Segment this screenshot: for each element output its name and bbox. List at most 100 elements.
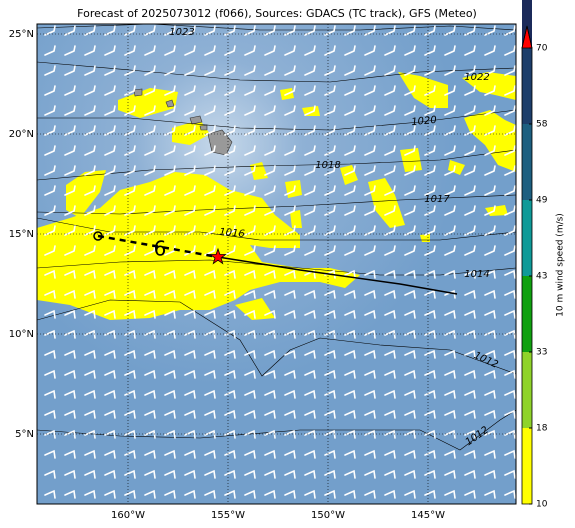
wind-barb: [44, 145, 56, 156]
wind-barb: [124, 349, 136, 359]
wind-barb: [484, 449, 496, 459]
wind-barb: [104, 409, 116, 419]
wind-barb: [504, 309, 516, 319]
colorbar-tick-label: 49: [536, 196, 548, 206]
wind-barb: [224, 309, 236, 319]
wind-barb: [184, 349, 196, 359]
wind-barb: [144, 429, 156, 439]
colorbar-tick-label: 58: [536, 120, 548, 130]
wind-barb: [164, 349, 176, 359]
wind-barb: [504, 225, 516, 236]
wind-barb: [44, 389, 56, 399]
wind-barb: [64, 389, 76, 399]
wind-barb: [344, 449, 356, 459]
wind-barb: [204, 429, 216, 439]
wind-barb: [364, 449, 376, 459]
wind-barb: [364, 349, 376, 359]
wind-barb: [344, 25, 356, 36]
wind-barb: [324, 289, 336, 299]
wind-barb: [464, 469, 476, 479]
wind-barb: [284, 225, 296, 236]
wind-barb: [124, 65, 136, 76]
wind-barb: [264, 125, 276, 136]
wind-barb: [364, 289, 376, 299]
lon-label: 150°W: [311, 510, 345, 521]
wind-barb: [504, 205, 516, 216]
wind-barb: [64, 45, 76, 56]
wind-barb: [184, 225, 196, 236]
wind-barb: [384, 185, 396, 196]
wind-barb: [404, 85, 416, 96]
wind-barb: [244, 309, 256, 319]
wind-barb: [144, 309, 156, 319]
wind-barb: [204, 145, 216, 156]
wind-barb: [204, 245, 216, 256]
wind-barb: [124, 245, 136, 256]
wind-barb: [344, 429, 356, 439]
wind-barb: [484, 429, 496, 439]
wind-barb: [284, 245, 296, 256]
lat-label: 15°N: [9, 229, 34, 240]
wind-barb: [224, 45, 236, 56]
wind-barb: [84, 45, 96, 56]
wind-barb: [264, 309, 276, 319]
wind-barb: [104, 369, 116, 379]
wind-barb: [444, 449, 456, 459]
wind-barb: [504, 45, 516, 56]
wind-barb: [284, 85, 296, 96]
wind-barb: [344, 185, 356, 196]
wind-barb: [404, 449, 416, 459]
wind-barb: [484, 289, 496, 299]
wind-barb: [284, 125, 296, 136]
map-frame: [36, 23, 517, 505]
colorbar-tick-label: 70: [536, 44, 548, 54]
wind-barb: [464, 125, 476, 136]
wind-barb: [504, 449, 516, 459]
wind-barb: [364, 309, 376, 319]
wind-barb: [304, 205, 316, 216]
wind-barb: [64, 145, 76, 156]
wind-barb: [404, 489, 416, 499]
wind-barb: [84, 145, 96, 156]
wind-barb: [504, 85, 516, 96]
wind-barb: [264, 349, 276, 359]
high-wind-areas: [37, 72, 516, 320]
wind-barb: [144, 85, 156, 96]
wind-barb: [184, 205, 196, 216]
wind-barb: [424, 469, 436, 479]
wind-barb: [104, 145, 116, 156]
wind-barb: [244, 45, 256, 56]
wind-barb: [104, 269, 116, 279]
wind-barb: [504, 489, 516, 499]
wind-barb: [504, 269, 516, 279]
wind-barb: [224, 185, 236, 196]
wind-barb: [304, 65, 316, 76]
wind-barb: [244, 25, 256, 36]
wind-barb: [364, 125, 376, 136]
wind-barb: [264, 389, 276, 399]
wind-barb: [204, 25, 216, 36]
wind-barb: [44, 409, 56, 419]
wind-barb: [444, 205, 456, 216]
wind-barb: [264, 205, 276, 216]
colorbar-label: 10 m wind speed (m/s): [556, 213, 566, 317]
wind-barb: [404, 205, 416, 216]
wind-barb: [84, 65, 96, 76]
wind-barb: [284, 289, 296, 299]
wind-barb: [104, 85, 116, 96]
wind-barb: [464, 45, 476, 56]
wind-barb: [484, 245, 496, 256]
wind-barb: [424, 125, 436, 136]
wind-barb: [244, 85, 256, 96]
wind-barb: [84, 369, 96, 379]
wind-barb: [224, 349, 236, 359]
wind-barb: [164, 105, 176, 116]
wind-barb: [164, 369, 176, 379]
wind-barb: [84, 85, 96, 96]
wind-barb: [164, 429, 176, 439]
wind-barb: [264, 245, 276, 256]
wind-barb: [484, 309, 496, 319]
wind-barb: [404, 429, 416, 439]
wind-barb: [304, 165, 316, 176]
wind-barb: [84, 165, 96, 176]
